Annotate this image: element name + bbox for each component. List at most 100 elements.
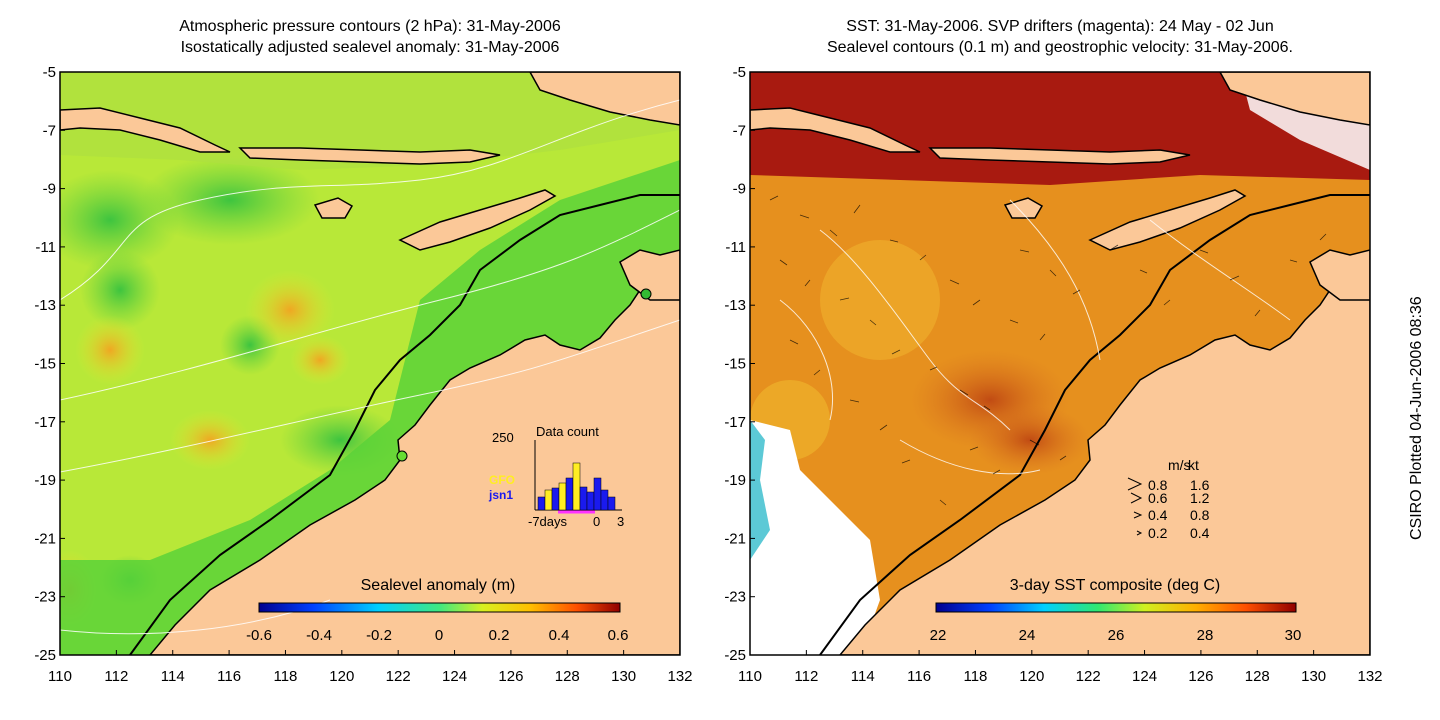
left-y-tick-label: -23 bbox=[34, 589, 56, 606]
data-count-inset: Data count 250 GFO jsn1 -7days 0 bbox=[488, 424, 624, 529]
velocity-legend: m/s kt 0.8 1.6 0.6 1.2 0.4 0.8 0.2 0.4 bbox=[1127, 457, 1210, 541]
velocity-row-1-kt: 1.6 bbox=[1190, 477, 1210, 493]
velocity-row-2-ms: 0.6 bbox=[1148, 490, 1168, 506]
tide-gauge-marker bbox=[396, 450, 408, 462]
sla-tick-5: 0.2 bbox=[489, 627, 510, 644]
tide-gauge-marker-darwin bbox=[640, 288, 652, 300]
sst-sumba-island bbox=[1003, 197, 1044, 219]
velocity-row-3-ms: 0.4 bbox=[1148, 507, 1168, 523]
left-title-line1: Atmospheric pressure contours (2 hPa): 3… bbox=[179, 18, 561, 35]
left-y-tick-label: -21 bbox=[34, 530, 56, 547]
sla-colorbar-gradient bbox=[258, 602, 621, 613]
left-y-tick-label: -5 bbox=[43, 64, 56, 81]
sealevel-contours bbox=[779, 199, 1291, 475]
velocity-legend-header-kt: kt bbox=[1188, 457, 1199, 473]
plot-credit: CSIRO Plotted 04-Jun-2006 08:36 bbox=[1408, 296, 1425, 540]
sla-tick-3: -0.2 bbox=[366, 627, 392, 644]
sla-tick-6: 0.4 bbox=[549, 627, 570, 644]
sla-colorbar: Sealevel anomaly (m) bbox=[258, 577, 621, 613]
velocity-arrow-08-icon bbox=[1127, 477, 1143, 491]
left-panel-title: Atmospheric pressure contours (2 hPa): 3… bbox=[60, 16, 680, 58]
left-x-tick-label: 110 bbox=[48, 668, 72, 685]
sst-tick-4: 28 bbox=[1197, 627, 1214, 644]
sst-colorbar-gradient bbox=[935, 602, 1297, 613]
new-guinea-coast bbox=[529, 72, 680, 126]
right-x-tick-label: 112 bbox=[794, 668, 818, 685]
left-x-tick-label: 124 bbox=[442, 668, 467, 685]
sst-cloud-mask bbox=[750, 420, 880, 655]
timor-island bbox=[398, 189, 557, 251]
left-y-tick-label: -19 bbox=[34, 472, 56, 489]
sst-colorbar-ticks: 22 24 26 28 30 bbox=[930, 627, 1302, 644]
right-y-tick-label: -13 bbox=[724, 297, 746, 314]
sumba-island bbox=[313, 197, 354, 219]
arnhem-land bbox=[619, 249, 680, 301]
right-x-tick-label: 124 bbox=[1132, 668, 1157, 685]
velocity-row-4-kt: 0.4 bbox=[1190, 525, 1210, 541]
right-y-tick-label: -17 bbox=[724, 414, 746, 431]
sla-tick-1: -0.6 bbox=[246, 627, 272, 644]
right-x-tick-label: 126 bbox=[1188, 668, 1213, 685]
right-y-tick-label: -5 bbox=[733, 64, 746, 81]
right-y-tick-label: -19 bbox=[724, 472, 746, 489]
sla-tick-4: 0 bbox=[435, 627, 443, 644]
right-x-tick-label: 116 bbox=[907, 668, 931, 685]
right-x-tick-label: 132 bbox=[1357, 668, 1382, 685]
right-y-tick-label: -23 bbox=[724, 589, 746, 606]
inset-title: Data count bbox=[536, 424, 599, 439]
left-y-tick-label: -7 bbox=[43, 122, 56, 139]
sla-colorbar-ticks: -0.6 -0.4 -0.2 0 0.2 0.4 0.6 bbox=[246, 627, 628, 644]
pressure-contours bbox=[60, 99, 680, 635]
sst-map[interactable]: m/s kt 0.8 1.6 0.6 1.2 0.4 0.8 0.2 0.4 3… bbox=[750, 72, 1370, 655]
right-x-tick-label: 120 bbox=[1019, 668, 1044, 685]
right-y-tick-label: -9 bbox=[733, 181, 746, 198]
left-x-tick-label: 112 bbox=[104, 668, 128, 685]
right-y-tick-label: -11 bbox=[725, 239, 746, 256]
sst-arnhem-land bbox=[1309, 249, 1370, 301]
axis-labels: 110 112 114 116 118 120 122 124 126 128 130 132 -5 -7… bbox=[34, 64, 1382, 685]
sst-hot-north bbox=[750, 72, 1370, 185]
sla-tick-7: 0.6 bbox=[608, 627, 629, 644]
right-x-tick-label: 130 bbox=[1301, 668, 1326, 685]
velocity-row-1-ms: 0.8 bbox=[1148, 477, 1168, 493]
inset-y-max: 250 bbox=[492, 430, 514, 445]
velocity-arrow-06-icon bbox=[1130, 492, 1143, 504]
right-x-tick-label: 110 bbox=[738, 668, 762, 685]
right-x-tick-label: 128 bbox=[1245, 668, 1270, 685]
velocity-arrow-02-icon bbox=[1136, 530, 1143, 536]
right-y-tick-label: -21 bbox=[724, 530, 746, 547]
right-title-line2: Sealevel contours (0.1 m) and geostrophi… bbox=[826, 39, 1293, 56]
sst-colorbar-label: 3-day SST composite (deg C) bbox=[1010, 577, 1220, 594]
sst-colorbar: 3-day SST composite (deg C) bbox=[935, 577, 1297, 613]
left-x-tick-label: 114 bbox=[161, 668, 185, 685]
velocity-legend-header-ms: m/s bbox=[1168, 457, 1191, 473]
inset-x-zero-label: 0 bbox=[593, 514, 600, 529]
inset-x-right-label: 3 bbox=[617, 514, 624, 529]
left-x-tick-label: 132 bbox=[667, 668, 692, 685]
right-y-tick-label: -7 bbox=[733, 122, 746, 139]
sla-shelf-contour bbox=[129, 194, 680, 655]
right-x-tick-label: 122 bbox=[1076, 668, 1101, 685]
right-y-tick-label: -25 bbox=[724, 647, 746, 664]
left-x-tick-label: 128 bbox=[555, 668, 580, 685]
sst-tick-2: 24 bbox=[1019, 627, 1036, 644]
right-panel-title: SST: 31-May-2006. SVP drifters (magenta)… bbox=[750, 16, 1370, 58]
left-y-tick-label: -13 bbox=[34, 297, 56, 314]
velocity-arrow-04-icon bbox=[1133, 511, 1143, 519]
left-x-tick-label: 116 bbox=[217, 668, 241, 685]
velocity-arrow-field bbox=[769, 195, 1327, 506]
left-y-tick-label: -11 bbox=[35, 239, 56, 256]
right-title-line1: SST: 31-May-2006. SVP drifters (magenta)… bbox=[846, 18, 1274, 35]
sst-shelf-contour bbox=[819, 194, 1370, 655]
velocity-row-3-kt: 0.8 bbox=[1190, 507, 1210, 523]
left-y-tick-label: -17 bbox=[34, 414, 56, 431]
left-x-tick-label: 130 bbox=[611, 668, 636, 685]
sst-cool-west bbox=[750, 420, 770, 560]
left-x-tick-label: 122 bbox=[386, 668, 411, 685]
left-y-tick-label: -9 bbox=[43, 181, 56, 198]
left-x-tick-label: 126 bbox=[498, 668, 523, 685]
velocity-row-4-ms: 0.2 bbox=[1148, 525, 1168, 541]
sst-new-guinea-coast bbox=[1219, 72, 1370, 126]
sealevel-anomaly-map[interactable]: Data count 250 GFO jsn1 -7days 0 bbox=[40, 72, 680, 655]
